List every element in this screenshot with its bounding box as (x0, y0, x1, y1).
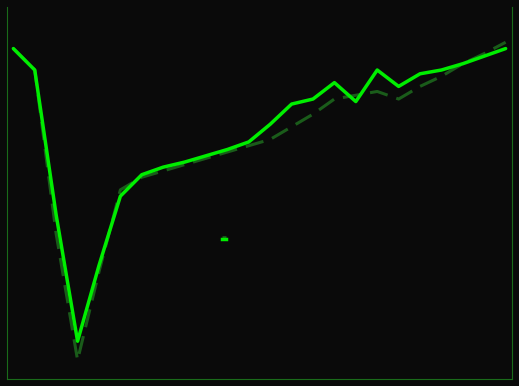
Legend: , : , (222, 236, 226, 239)
